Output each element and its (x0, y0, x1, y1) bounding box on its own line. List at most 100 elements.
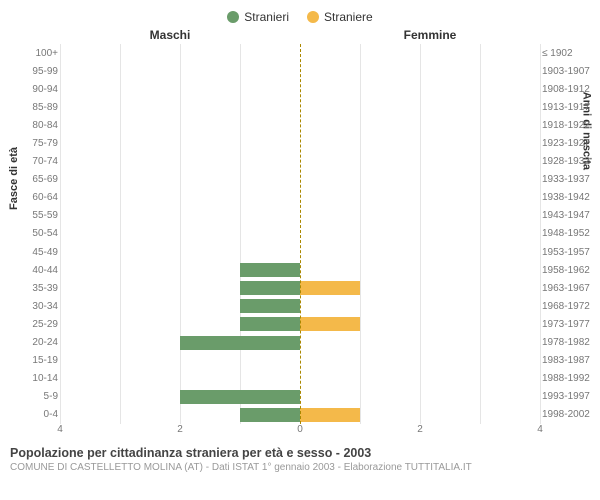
female-half (300, 189, 540, 207)
age-label: 50-54 (24, 228, 58, 239)
birth-year-label: 1988-1992 (542, 373, 596, 384)
female-half (300, 352, 540, 370)
male-half (60, 80, 300, 98)
gridline (540, 44, 541, 424)
female-half (300, 62, 540, 80)
x-tick-label: 0 (297, 424, 303, 435)
male-half (60, 261, 300, 279)
age-label: 75-79 (24, 138, 58, 149)
birth-year-label: ≤ 1902 (542, 48, 596, 59)
birth-year-label: 1933-1937 (542, 174, 596, 185)
female-half (300, 406, 540, 424)
age-label: 0-4 (24, 409, 58, 420)
age-label: 45-49 (24, 247, 58, 258)
birth-year-label: 1948-1952 (542, 228, 596, 239)
side-headers: Maschi Femmine (0, 28, 600, 42)
male-half (60, 243, 300, 261)
female-half (300, 116, 540, 134)
legend: Stranieri Straniere (0, 10, 600, 24)
birth-year-label: 1913-1917 (542, 102, 596, 113)
legend-item: Stranieri (227, 10, 289, 24)
birth-year-label: 1973-1977 (542, 319, 596, 330)
male-half (60, 334, 300, 352)
female-half (300, 297, 540, 315)
birth-year-label: 1958-1962 (542, 265, 596, 276)
age-label: 10-14 (24, 373, 58, 384)
birth-year-label: 1968-1972 (542, 301, 596, 312)
age-label: 90-94 (24, 84, 58, 95)
male-half (60, 406, 300, 424)
female-half (300, 261, 540, 279)
female-half (300, 171, 540, 189)
male-half (60, 171, 300, 189)
female-half (300, 388, 540, 406)
age-label: 100+ (24, 48, 58, 59)
female-half (300, 98, 540, 116)
legend-label: Straniere (324, 10, 373, 24)
x-tick-label: 2 (177, 424, 183, 435)
age-label: 60-64 (24, 192, 58, 203)
birth-year-label: 1908-1912 (542, 84, 596, 95)
birth-year-label: 1993-1997 (542, 391, 596, 402)
male-bar (240, 263, 300, 277)
male-bar (240, 317, 300, 331)
female-half (300, 80, 540, 98)
male-half (60, 370, 300, 388)
female-half (300, 370, 540, 388)
age-label: 95-99 (24, 66, 58, 77)
male-half (60, 297, 300, 315)
header-male: Maschi (0, 28, 300, 42)
female-half (300, 225, 540, 243)
male-half (60, 388, 300, 406)
birth-year-label: 1978-1982 (542, 337, 596, 348)
male-half (60, 225, 300, 243)
female-half (300, 315, 540, 333)
age-label: 40-44 (24, 265, 58, 276)
age-label: 70-74 (24, 156, 58, 167)
male-half (60, 98, 300, 116)
female-bar (300, 281, 360, 295)
birth-year-label: 1928-1932 (542, 156, 596, 167)
age-label: 30-34 (24, 301, 58, 312)
age-label: 20-24 (24, 337, 58, 348)
legend-swatch (227, 11, 239, 23)
age-label: 25-29 (24, 319, 58, 330)
male-bar (240, 408, 300, 422)
age-label: 80-84 (24, 120, 58, 131)
age-label: 85-89 (24, 102, 58, 113)
male-half (60, 352, 300, 370)
male-bar (240, 299, 300, 313)
x-axis: 42024 (60, 424, 540, 440)
chart-subcaption: COMUNE DI CASTELLETTO MOLINA (AT) - Dati… (10, 462, 590, 473)
birth-year-label: 1923-1927 (542, 138, 596, 149)
y-axis-title-left: Fasce di età (8, 147, 20, 210)
birth-year-label: 1963-1967 (542, 283, 596, 294)
male-half (60, 116, 300, 134)
legend-item: Straniere (307, 10, 373, 24)
birth-year-label: 1953-1957 (542, 247, 596, 258)
age-label: 15-19 (24, 355, 58, 366)
age-label: 65-69 (24, 174, 58, 185)
male-bar (180, 336, 300, 350)
birth-year-label: 1918-1922 (542, 120, 596, 131)
female-half (300, 243, 540, 261)
female-half (300, 279, 540, 297)
chart-caption: Popolazione per cittadinanza straniera p… (10, 446, 590, 460)
male-half (60, 207, 300, 225)
female-bar (300, 408, 360, 422)
female-half (300, 134, 540, 152)
birth-year-label: 1903-1907 (542, 66, 596, 77)
female-half (300, 334, 540, 352)
center-axis-line (300, 44, 301, 424)
x-tick-label: 4 (57, 424, 63, 435)
age-label: 5-9 (24, 391, 58, 402)
birth-year-label: 1938-1942 (542, 192, 596, 203)
male-half (60, 189, 300, 207)
male-bar (180, 390, 300, 404)
female-bar (300, 317, 360, 331)
male-half (60, 62, 300, 80)
female-half (300, 207, 540, 225)
male-half (60, 279, 300, 297)
age-label: 35-39 (24, 283, 58, 294)
plot-area: 100+≤ 190295-991903-190790-941908-191285… (60, 44, 540, 424)
